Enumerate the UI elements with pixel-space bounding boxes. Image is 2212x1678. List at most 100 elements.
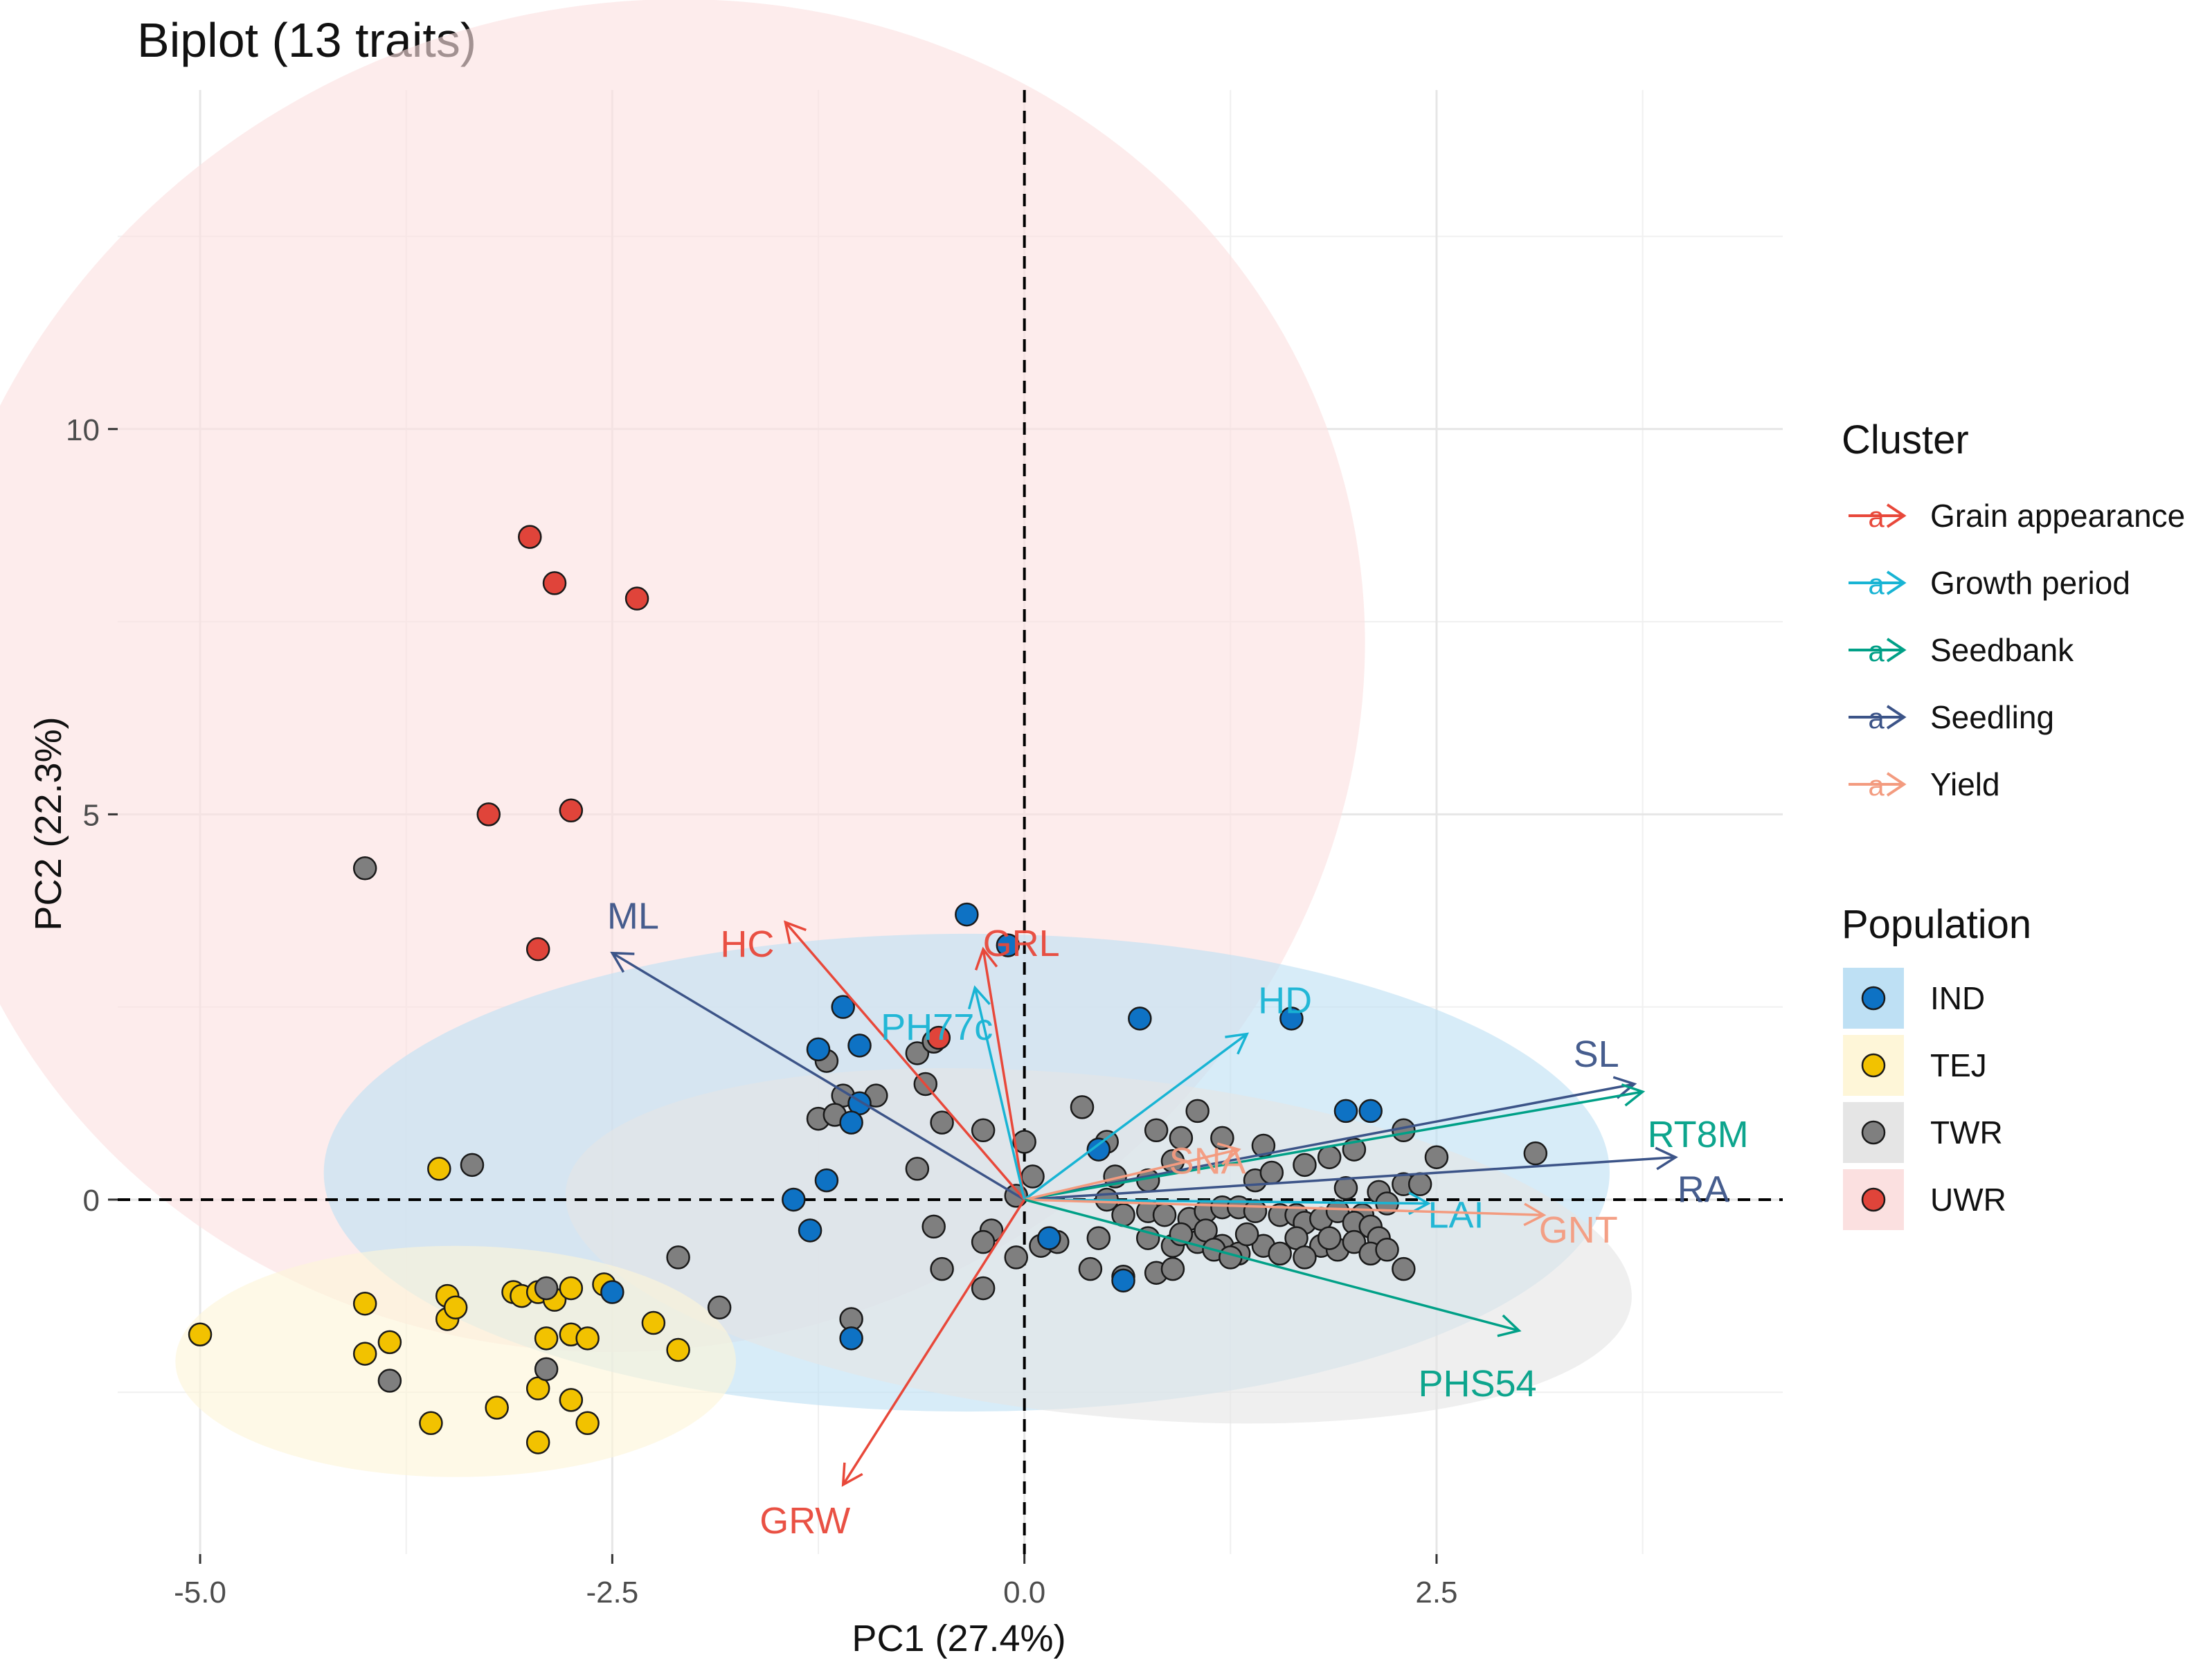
point-ind <box>814 1168 839 1193</box>
loading-grl: GRL <box>974 923 1060 1200</box>
loading-label: HD <box>1258 980 1312 1022</box>
legend: Cluster a Grain appearance a Growth period a S… <box>1842 417 2185 1230</box>
population-legend-title: Population <box>1842 902 2031 947</box>
point-twr <box>1243 1199 1268 1223</box>
point-twr <box>1408 1172 1432 1196</box>
point-tej <box>427 1157 451 1181</box>
point-uwr <box>926 1025 951 1050</box>
legend-key-glyph: a <box>1868 500 1885 533</box>
point-ind <box>600 1280 624 1304</box>
point-twr <box>1185 1099 1210 1124</box>
loading-label: GNT <box>1539 1209 1618 1251</box>
legend-arrow-head <box>1886 638 1907 662</box>
loading-ra: RA <box>1024 1146 1729 1211</box>
point-twr <box>971 1118 996 1143</box>
loading-arrow-head <box>1225 1032 1250 1055</box>
legend-key-glyph: a <box>1868 568 1885 600</box>
data-points <box>188 525 1548 1454</box>
loading-arrow-line <box>1024 1198 1544 1216</box>
legend-arrow-head <box>1886 570 1907 595</box>
loading-rt8m: RT8M <box>1024 1083 1749 1201</box>
loading-arrow-line <box>1024 1148 1239 1201</box>
point-twr <box>930 1110 954 1135</box>
legend-point <box>1861 1053 1886 1078</box>
loading-hd: HD <box>1023 980 1312 1201</box>
point-ind <box>806 1037 831 1062</box>
legend-arrow-head <box>1886 503 1907 528</box>
x-tick-label: -2.5 <box>586 1576 638 1609</box>
loading-arrow-head <box>1497 1314 1522 1337</box>
point-ind <box>1111 1268 1135 1293</box>
point-twr <box>460 1153 485 1178</box>
legend-key-glyph: a <box>1868 769 1885 802</box>
loading-label: PHS54 <box>1418 1363 1536 1405</box>
loading-arrow-line <box>1024 1198 1429 1205</box>
point-twr <box>1293 1153 1317 1178</box>
point-ind <box>831 995 855 1019</box>
loading-sl: SL <box>1024 1034 1637 1201</box>
cluster-legend-item: a Seedling <box>1849 699 2054 735</box>
point-tej <box>666 1337 690 1362</box>
point-tej <box>419 1411 443 1436</box>
cluster-legend-label: Growth period <box>1930 565 2130 601</box>
population-legend-item: TWR <box>1843 1102 2003 1163</box>
point-tej <box>641 1310 666 1335</box>
point-uwr <box>476 802 501 827</box>
point-twr <box>1086 1226 1111 1250</box>
point-twr <box>971 1229 996 1254</box>
point-twr <box>1375 1238 1399 1262</box>
point-twr <box>1293 1245 1317 1270</box>
point-twr <box>666 1245 690 1270</box>
point-tej <box>559 1388 584 1412</box>
loading-ph77c: PH77c <box>881 985 1026 1200</box>
point-twr <box>1325 1199 1350 1223</box>
loading-arrow-head <box>967 985 991 1010</box>
loading-arrow-head <box>1216 1142 1241 1166</box>
population-legend-item: UWR <box>1843 1169 2006 1230</box>
point-ind <box>1358 1099 1383 1124</box>
population-legend-label: TWR <box>1930 1115 2003 1151</box>
x-tick-label: -5.0 <box>174 1576 226 1609</box>
population-legend-label: UWR <box>1930 1182 2006 1218</box>
loading-grw: GRW <box>759 1199 1026 1542</box>
loading-sna: SNA <box>1024 1141 1246 1201</box>
point-ind <box>1128 1007 1152 1031</box>
point-twr <box>1210 1126 1234 1151</box>
loading-arrow-line <box>982 948 1026 1200</box>
loading-label: LAI <box>1428 1195 1484 1236</box>
point-twr <box>1234 1222 1259 1247</box>
population-legend-item: TEJ <box>1843 1035 1987 1096</box>
y-tick-label: 5 <box>83 798 100 832</box>
point-tej <box>575 1411 600 1436</box>
loading-label: GRW <box>759 1500 850 1542</box>
point-twr <box>534 1357 559 1382</box>
cluster-legend-item: a Yield <box>1849 766 2000 802</box>
cluster-legend-item: a Grain appearance <box>1849 498 2185 534</box>
loading-arrow-head <box>974 946 998 971</box>
point-ind <box>1333 1099 1358 1124</box>
y-axis-label: PC2 (22.3%) <box>28 716 69 930</box>
point-ind <box>996 933 1020 957</box>
ellipse-tej <box>175 1245 736 1477</box>
population-legend-label: IND <box>1930 980 1985 1016</box>
loading-arrow-head <box>841 1462 863 1487</box>
point-twr <box>534 1276 559 1301</box>
point-twr <box>377 1369 402 1393</box>
point-ind <box>955 902 979 927</box>
loading-hc: HC <box>720 920 1025 1201</box>
cluster-legend-label: Yield <box>1930 766 2000 802</box>
legend-key-glyph: a <box>1868 702 1885 734</box>
legend-arrow-head <box>1886 705 1907 730</box>
point-twr <box>1169 1126 1194 1151</box>
point-uwr <box>559 798 584 823</box>
point-twr <box>707 1295 732 1320</box>
point-twr <box>1012 1130 1036 1154</box>
point-twr <box>1333 1176 1358 1200</box>
loading-label: ML <box>607 896 659 937</box>
loading-arrow-line <box>1023 1033 1248 1201</box>
point-twr <box>1078 1256 1103 1281</box>
loading-label: SNA <box>1169 1141 1246 1182</box>
loading-arrow-head <box>1621 1083 1646 1107</box>
axes: -5.0 -2.5 0.0 2.5 0 5 10 <box>66 413 1457 1609</box>
loading-phs54: PHS54 <box>1024 1198 1537 1405</box>
